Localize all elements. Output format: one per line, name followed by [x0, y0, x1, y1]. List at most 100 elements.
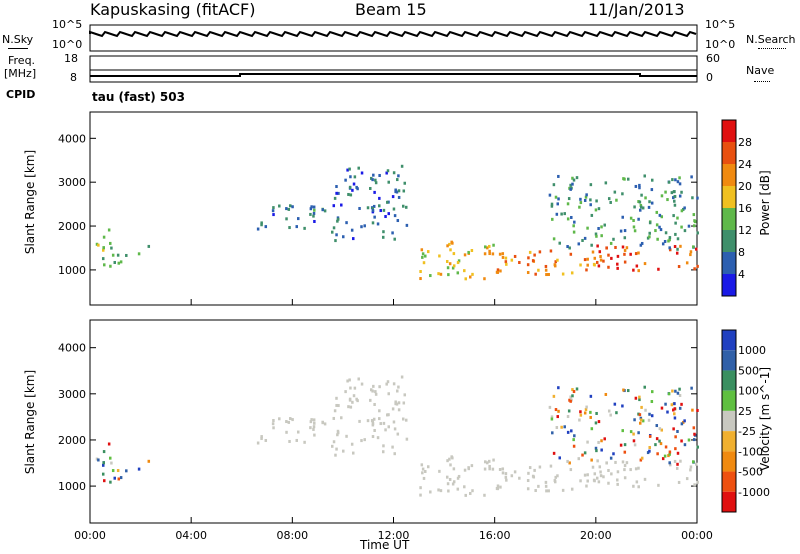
power-cell	[660, 215, 664, 219]
power-cell	[658, 225, 661, 229]
power-cell	[673, 190, 676, 194]
ytick-label: 3000	[58, 388, 86, 401]
power-cell	[303, 226, 306, 230]
velocity-cell	[683, 419, 686, 423]
power-cell	[137, 252, 141, 256]
power-cell	[639, 243, 643, 247]
power-cell	[648, 200, 651, 204]
velocity-cell	[591, 465, 595, 469]
power-cell	[445, 259, 449, 263]
velocity-colorbar-tick-label: 500	[738, 364, 759, 377]
velocity-cell	[696, 445, 699, 449]
velocity-cell	[303, 440, 306, 444]
power-cell	[336, 217, 340, 221]
velocity-cell	[333, 409, 337, 413]
power-cell	[569, 252, 573, 256]
power-cell	[397, 189, 401, 193]
power-cell	[110, 246, 113, 250]
velocity-cell	[647, 418, 651, 422]
velocity-cell	[537, 484, 540, 488]
velocity-cell	[616, 470, 620, 474]
velocity-cell	[313, 433, 316, 437]
velocity-cell	[693, 483, 696, 487]
velocity-cell	[561, 488, 565, 492]
power-cell	[554, 260, 557, 264]
date-title: 11/Jan/2013	[588, 0, 685, 19]
power-colorbar-swatch	[722, 252, 736, 274]
velocity-colorbar-swatch	[722, 451, 736, 472]
velocity-cell	[629, 430, 633, 434]
power-cell	[602, 259, 605, 263]
velocity-cell	[596, 459, 599, 463]
velocity-cell	[113, 476, 116, 480]
velocity-cell	[583, 451, 587, 455]
power-cell	[633, 229, 637, 233]
power-cell	[496, 268, 500, 272]
power-cell	[673, 203, 677, 207]
velocity-cell	[629, 468, 632, 472]
power-cell	[533, 253, 536, 257]
velocity-cell	[681, 420, 685, 424]
nsky-underline	[8, 48, 28, 49]
power-cell	[668, 246, 671, 250]
velocity-cell	[419, 486, 422, 490]
velocity-cell	[689, 468, 692, 472]
freq-unit: [MHz]	[4, 67, 37, 80]
velocity-cell	[572, 444, 576, 448]
power-cell	[451, 241, 454, 245]
velocity-cell	[657, 483, 660, 487]
power-cell	[376, 222, 380, 226]
power-cell	[346, 168, 349, 172]
velocity-cell	[626, 389, 630, 393]
velocity-cell	[691, 408, 694, 412]
power-cell	[491, 252, 495, 256]
velocity-cell	[405, 437, 409, 441]
velocity-cell	[650, 400, 654, 404]
power-cell	[668, 248, 672, 252]
power-cell	[545, 273, 548, 277]
power-cell	[592, 262, 596, 266]
velocity-cell	[371, 422, 375, 426]
velocity-cell	[664, 445, 668, 449]
velocity-cell	[577, 457, 581, 461]
power-cell	[583, 258, 587, 262]
velocity-cell	[668, 461, 671, 465]
power-cell	[572, 230, 576, 234]
nsearch-tick-bottom: 10^0	[705, 38, 736, 51]
xtick-label: 04:00	[175, 529, 207, 542]
velocity-cell	[552, 394, 556, 398]
power-cell	[374, 181, 378, 185]
velocity-cell	[583, 411, 587, 415]
power-cell	[585, 193, 588, 197]
power-cell	[486, 246, 489, 250]
velocity-cell	[378, 409, 381, 413]
velocity-cell	[660, 406, 664, 410]
velocity-cell	[421, 471, 424, 475]
velocity-cell	[353, 386, 357, 390]
power-cell	[323, 209, 327, 213]
power-cell	[378, 204, 381, 208]
velocity-cell	[673, 407, 677, 411]
power-cell	[335, 191, 338, 195]
velocity-cell	[616, 478, 619, 482]
power-cell	[534, 272, 537, 276]
velocity-cell	[95, 457, 99, 461]
power-cell	[456, 271, 460, 275]
power-cell	[463, 253, 467, 257]
velocity-cell	[287, 420, 291, 424]
velocity-cell	[321, 421, 325, 425]
velocity-cell	[312, 418, 316, 422]
velocity-colorbar-swatch	[722, 410, 736, 432]
power-cell	[599, 258, 603, 262]
velocity-cell	[578, 418, 581, 422]
velocity-cell	[278, 417, 281, 421]
velocity-cell	[683, 443, 687, 447]
power-cell	[313, 219, 316, 223]
power-cell	[107, 228, 111, 232]
power-cell	[510, 258, 514, 262]
power-cell	[419, 270, 422, 274]
velocity-cell	[101, 463, 105, 467]
velocity-cell	[663, 454, 667, 458]
power-cell	[596, 244, 599, 248]
power-cell	[557, 197, 560, 201]
